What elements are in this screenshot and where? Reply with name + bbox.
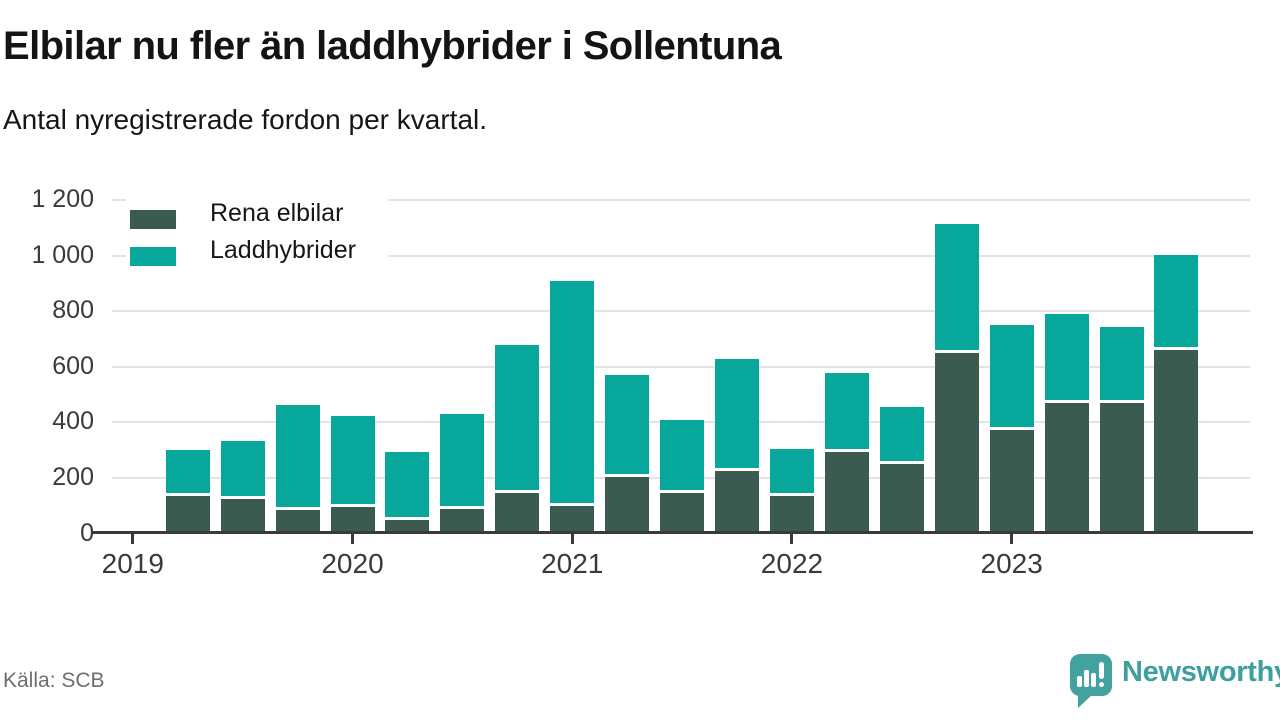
- bar-2021-Q2-laddhybrider: [605, 375, 650, 474]
- y-axis-label: 600: [52, 351, 94, 380]
- bar-2019-Q3-rena-elbilar: [220, 499, 265, 531]
- bar-2020-Q2-laddhybrider: [385, 451, 430, 517]
- chart-subtitle: Antal nyregistrerade fordon per kvartal.: [3, 104, 488, 135]
- bar-2023-Q3-laddhybrider: [1099, 326, 1144, 401]
- x-axis-tick-2023: [1010, 534, 1014, 544]
- x-axis-label-2022: 2022: [760, 548, 824, 579]
- y-axis-label: 400: [52, 407, 94, 436]
- newsworthy-logo-text: Newsworthy: [1122, 656, 1280, 688]
- bar-2022-Q2-rena-elbilar: [824, 451, 869, 531]
- bar-2021-Q1-laddhybrider: [550, 280, 595, 503]
- y-axis-label: 1 000: [31, 240, 94, 269]
- bar-2020-Q1-rena-elbilar: [330, 507, 375, 531]
- y-axis-label: 800: [52, 296, 94, 325]
- bar-2022-Q2-laddhybrider: [824, 372, 869, 449]
- bar-2020-Q4-laddhybrider: [495, 344, 540, 491]
- bar-2020-Q3-laddhybrider: [440, 414, 485, 506]
- legend-label-laddhybrider: Laddhybrider: [210, 236, 356, 264]
- bar-2022-Q1-rena-elbilar: [769, 496, 814, 531]
- bar-2022-Q3-laddhybrider: [879, 407, 924, 462]
- bar-2023-Q4-rena-elbilar: [1154, 350, 1199, 531]
- legend-label-rena-elbilar: Rena elbilar: [210, 199, 344, 227]
- bar-2019-Q3-laddhybrider: [220, 440, 265, 497]
- bar-2021-Q1-rena-elbilar: [550, 505, 595, 531]
- x-axis-tick-2020: [351, 534, 355, 544]
- bar-2022-Q4-laddhybrider: [934, 224, 979, 351]
- legend-swatch-laddhybrider: [130, 247, 176, 266]
- newsworthy-logo-icon: [1070, 654, 1112, 696]
- gridline-1200: [112, 199, 1250, 202]
- legend: Rena elbilar Laddhybrider: [126, 193, 388, 279]
- bar-2020-Q3-rena-elbilar: [440, 508, 485, 531]
- bar-2022-Q4-rena-elbilar: [934, 353, 979, 531]
- bar-2023-Q3-rena-elbilar: [1099, 403, 1144, 531]
- x-axis-label-2021: 2021: [541, 548, 604, 579]
- bar-2020-Q4-rena-elbilar: [495, 493, 540, 531]
- y-axis-label: 200: [52, 462, 94, 491]
- y-axis-label: 1 200: [31, 185, 94, 214]
- bar-2020-Q2-rena-elbilar: [385, 519, 430, 531]
- x-axis-tick-2021: [570, 534, 574, 544]
- bar-2021-Q4-laddhybrider: [715, 358, 760, 469]
- gridline-600: [112, 365, 1250, 368]
- bar-2022-Q1-laddhybrider: [769, 449, 814, 494]
- bar-2019-Q2-rena-elbilar: [165, 496, 210, 531]
- x-axis-label-2019: 2019: [101, 548, 164, 579]
- source-note: Källa: SCB: [3, 669, 105, 692]
- x-axis-label-2023: 2023: [980, 548, 1043, 579]
- speech-bubble-tail: [1078, 695, 1092, 708]
- chart-title: Elbilar nu fler än laddhybrider i Sollen…: [3, 24, 782, 68]
- bar-2021-Q3-laddhybrider: [660, 419, 705, 491]
- bar-2021-Q3-rena-elbilar: [660, 493, 705, 531]
- bar-2020-Q1-laddhybrider: [330, 415, 375, 505]
- x-axis-line: [92, 531, 1253, 534]
- x-axis-tick-2022: [790, 534, 794, 544]
- gridline-1000: [112, 254, 1250, 257]
- bar-2019-Q4-rena-elbilar: [275, 510, 320, 531]
- bar-2021-Q4-rena-elbilar: [715, 471, 760, 531]
- legend-swatch-rena-elbilar: [130, 210, 176, 229]
- bar-chart-exclamation-glyph: [1077, 662, 1104, 687]
- bar-2023-Q2-laddhybrider: [1044, 314, 1089, 401]
- bar-2023-Q1-laddhybrider: [989, 325, 1034, 427]
- bar-2019-Q4-laddhybrider: [275, 404, 320, 508]
- bar-2023-Q4-laddhybrider: [1154, 254, 1199, 348]
- y-axis-label: 0: [80, 518, 94, 547]
- x-axis-label-2020: 2020: [321, 548, 384, 579]
- gridline-800: [112, 310, 1250, 313]
- bar-2021-Q2-rena-elbilar: [605, 476, 650, 531]
- bar-2023-Q2-rena-elbilar: [1044, 403, 1089, 531]
- bar-2019-Q2-laddhybrider: [165, 450, 210, 494]
- x-axis-tick-2019: [131, 534, 135, 544]
- bar-2022-Q3-rena-elbilar: [879, 464, 924, 531]
- bar-2023-Q1-rena-elbilar: [989, 429, 1034, 531]
